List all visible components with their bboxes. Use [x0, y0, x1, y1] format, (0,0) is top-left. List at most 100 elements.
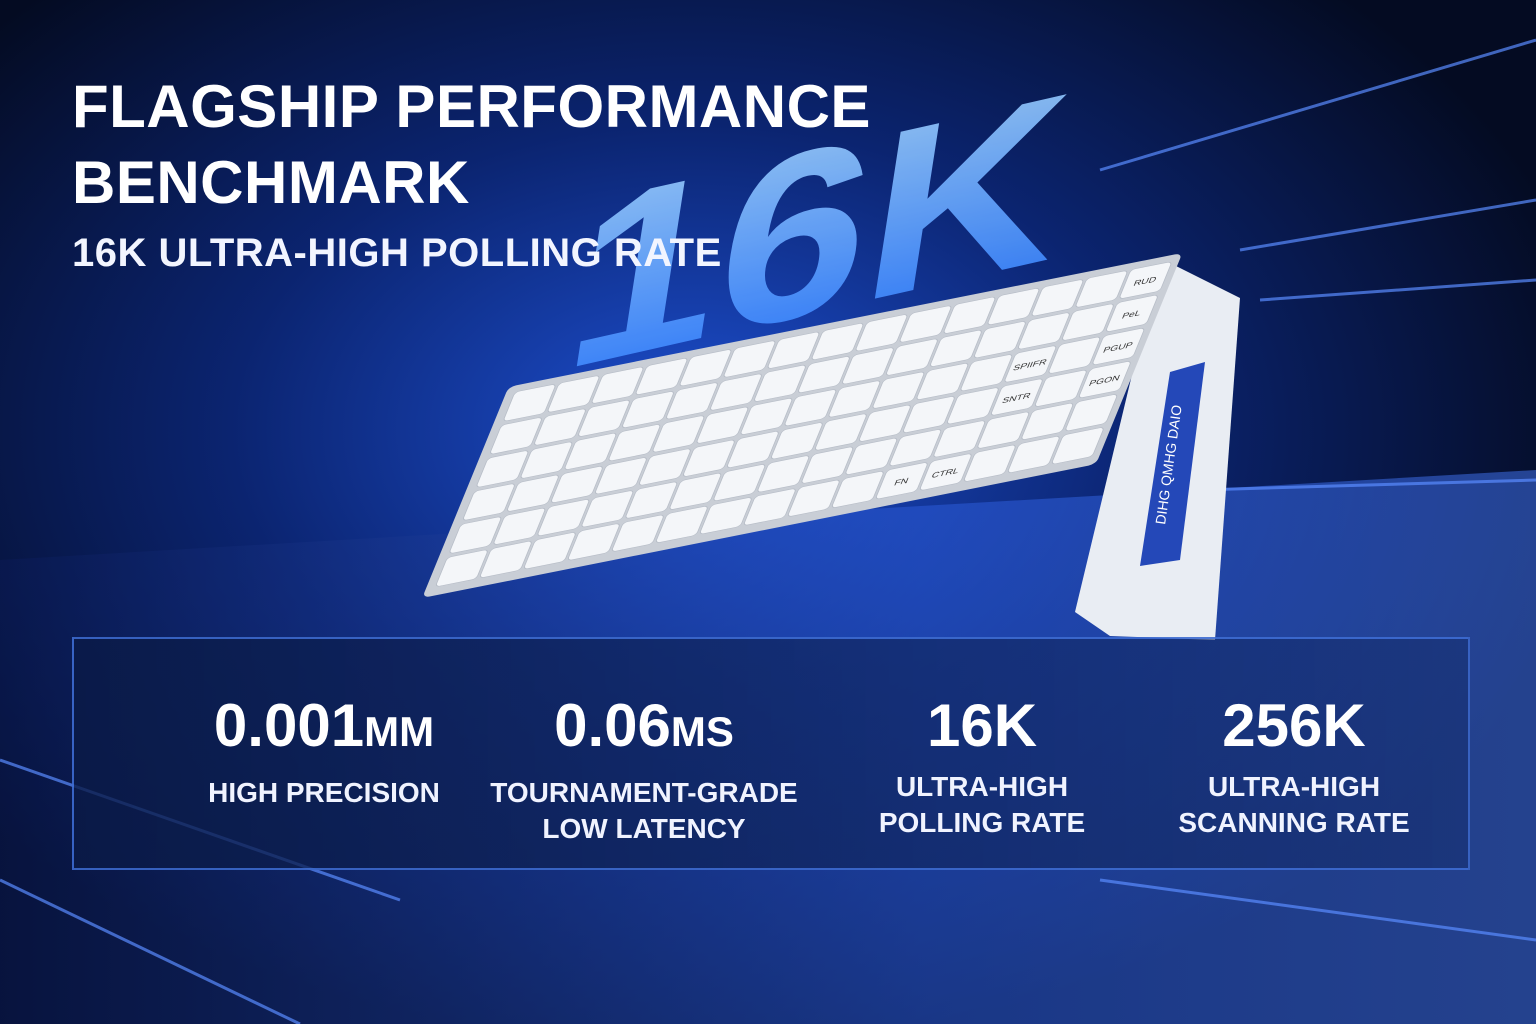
key — [1034, 369, 1087, 407]
key — [858, 404, 911, 442]
key — [1007, 436, 1060, 473]
stat-unit: MM — [364, 708, 435, 755]
key — [699, 497, 752, 535]
key — [1018, 312, 1070, 350]
key — [1051, 427, 1104, 465]
key — [886, 338, 938, 376]
key — [784, 389, 837, 427]
key — [1119, 261, 1172, 299]
stat-number: 256K — [1222, 692, 1366, 759]
key — [872, 371, 925, 409]
key-legend: FN — [892, 476, 910, 488]
key — [1075, 270, 1128, 308]
stat: 16K ULTRA-HIGH POLLING RATE — [812, 691, 1152, 841]
key — [919, 453, 972, 491]
stats-panel: 0.001MM HIGH PRECISION 0.06MS TOURNAMENT-GR… — [72, 637, 1470, 870]
key — [679, 349, 732, 387]
key — [943, 296, 996, 334]
stat-unit: MS — [670, 708, 734, 755]
key — [463, 483, 515, 521]
key — [828, 380, 881, 418]
key — [1048, 336, 1101, 374]
key — [625, 481, 678, 519]
subtitle: 16K ULTRA-HIGH POLLING RATE — [72, 231, 722, 275]
stat-label: TOURNAMENT-GRADE — [490, 777, 798, 808]
key — [814, 413, 867, 451]
key — [723, 340, 776, 378]
key — [855, 314, 908, 352]
key — [669, 472, 722, 510]
key — [520, 441, 573, 479]
stat: 0.06MS TOURNAMENT-GRADE LOW LATENCY — [474, 691, 814, 847]
stat-label: SCANNING RATE — [1178, 807, 1410, 838]
key — [726, 431, 779, 468]
stat-label: POLLING RATE — [878, 807, 1086, 838]
key — [916, 363, 969, 400]
key — [787, 479, 840, 517]
keyboard-side — [1075, 258, 1240, 640]
key — [493, 507, 546, 545]
key — [503, 384, 556, 422]
key — [889, 429, 942, 467]
key — [987, 288, 1040, 325]
title-line: FLAGSHIP PERFORMANCE — [72, 73, 871, 140]
key — [578, 399, 630, 437]
key — [946, 387, 999, 425]
key — [666, 382, 718, 420]
key — [743, 488, 796, 526]
key — [990, 378, 1043, 416]
stat: 256K ULTRA-HIGH SCANNING RATE — [1124, 691, 1464, 841]
key — [595, 457, 647, 495]
key — [1065, 394, 1118, 432]
stat: 0.001MM HIGH PRECISION — [154, 691, 494, 811]
key — [963, 444, 1016, 482]
key — [1061, 303, 1114, 341]
stat-value: 0.001MM — [154, 691, 494, 767]
key — [449, 516, 502, 554]
key — [974, 321, 1026, 359]
key — [551, 466, 603, 503]
key — [591, 366, 644, 404]
key — [1078, 361, 1131, 398]
key — [479, 540, 532, 578]
key — [842, 347, 894, 385]
key — [435, 549, 488, 587]
key — [845, 437, 898, 475]
key — [1092, 328, 1145, 365]
key — [798, 356, 850, 394]
stat-value: 256K — [1124, 691, 1464, 761]
key — [655, 505, 708, 543]
key — [1004, 345, 1057, 383]
key — [490, 417, 542, 455]
key — [523, 532, 576, 570]
key — [811, 323, 864, 360]
key — [960, 354, 1013, 392]
stat-number: 0.001 — [213, 692, 365, 759]
stat-label: ULTRA-HIGH — [1207, 771, 1381, 802]
key — [567, 523, 620, 561]
stat-label: ULTRA-HIGH — [895, 771, 1069, 802]
key — [933, 420, 986, 458]
key — [507, 474, 559, 512]
key — [537, 499, 590, 536]
stat-number: 16K — [926, 692, 1038, 759]
stat-label: HIGH PRECISION — [208, 777, 440, 808]
key — [767, 331, 820, 369]
key — [770, 422, 823, 460]
key — [899, 305, 952, 343]
key — [1021, 402, 1074, 440]
key — [710, 373, 762, 411]
key — [622, 391, 674, 428]
key — [740, 397, 793, 435]
key — [713, 464, 766, 502]
key — [696, 406, 749, 444]
key — [611, 514, 664, 552]
key — [652, 415, 705, 453]
key — [581, 490, 634, 528]
key — [608, 424, 661, 462]
key — [930, 329, 982, 367]
side-badge — [1140, 362, 1205, 566]
key — [476, 450, 529, 488]
